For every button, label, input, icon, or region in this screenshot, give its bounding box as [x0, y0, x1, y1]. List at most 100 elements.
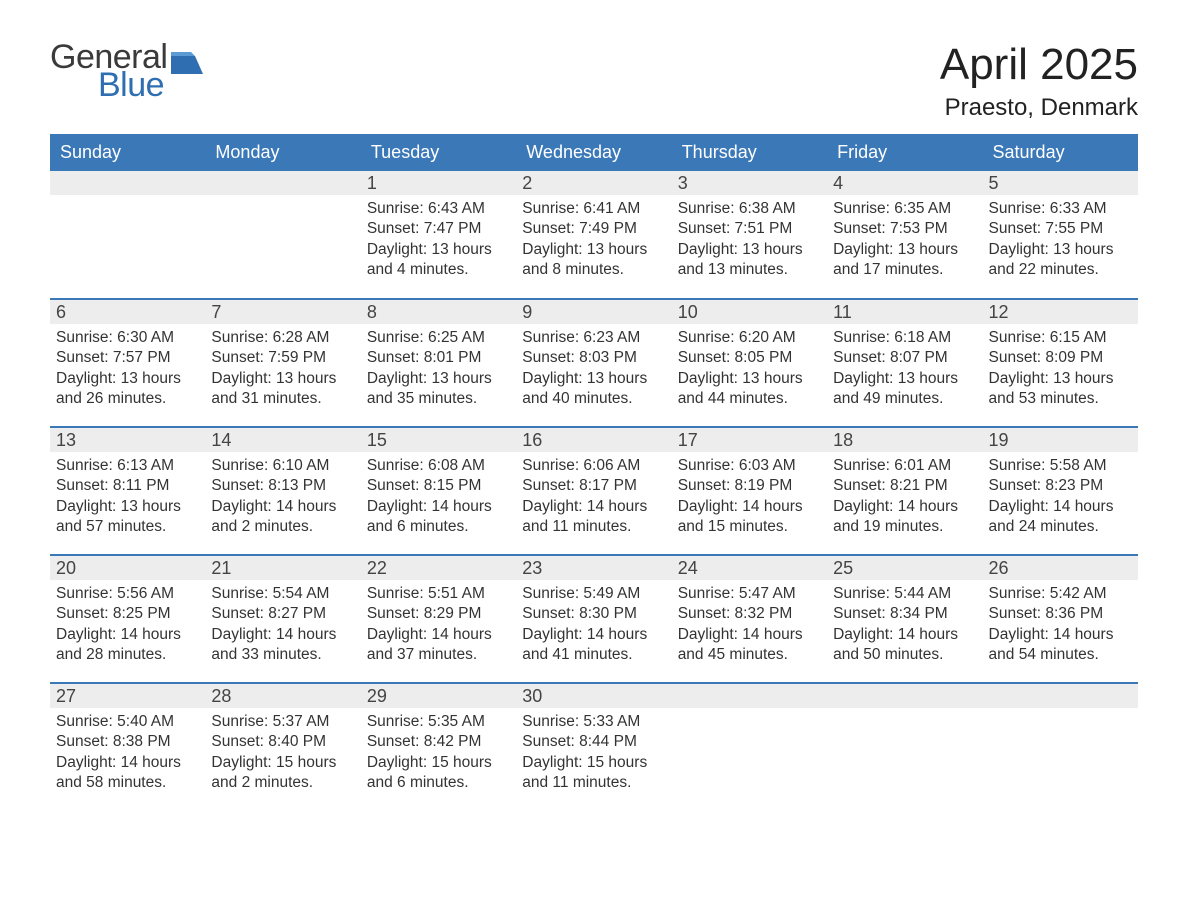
- day-details: Sunrise: 6:28 AMSunset: 7:59 PMDaylight:…: [205, 324, 360, 418]
- sunset-line: Sunset: 8:36 PM: [989, 604, 1132, 624]
- sunset-line: Sunset: 8:17 PM: [522, 476, 665, 496]
- day-details: Sunrise: 6:25 AMSunset: 8:01 PMDaylight:…: [361, 324, 516, 418]
- day-number: 19: [983, 428, 1138, 452]
- day-number: 17: [672, 428, 827, 452]
- day-number: 14: [205, 428, 360, 452]
- calendar-day-cell: 1Sunrise: 6:43 AMSunset: 7:47 PMDaylight…: [361, 171, 516, 299]
- sunset-line: Sunset: 7:55 PM: [989, 219, 1132, 239]
- day-details: Sunrise: 6:35 AMSunset: 7:53 PMDaylight:…: [827, 195, 982, 289]
- day-details: Sunrise: 5:40 AMSunset: 8:38 PMDaylight:…: [50, 708, 205, 802]
- day-number: 16: [516, 428, 671, 452]
- calendar-day-cell: 8Sunrise: 6:25 AMSunset: 8:01 PMDaylight…: [361, 299, 516, 427]
- calendar-day-cell: 11Sunrise: 6:18 AMSunset: 8:07 PMDayligh…: [827, 299, 982, 427]
- sunrise-line: Sunrise: 6:30 AM: [56, 328, 199, 348]
- calendar-week-row: 1Sunrise: 6:43 AMSunset: 7:47 PMDaylight…: [50, 171, 1138, 299]
- sunrise-line: Sunrise: 6:23 AM: [522, 328, 665, 348]
- calendar-day-cell: 19Sunrise: 5:58 AMSunset: 8:23 PMDayligh…: [983, 427, 1138, 555]
- sunrise-line: Sunrise: 6:35 AM: [833, 199, 976, 219]
- sunset-line: Sunset: 8:42 PM: [367, 732, 510, 752]
- sunrise-line: Sunrise: 6:18 AM: [833, 328, 976, 348]
- day-header: Tuesday: [361, 134, 516, 171]
- calendar-day-cell: [983, 683, 1138, 811]
- sunset-line: Sunset: 7:51 PM: [678, 219, 821, 239]
- calendar-day-cell: 6Sunrise: 6:30 AMSunset: 7:57 PMDaylight…: [50, 299, 205, 427]
- daylight-line: Daylight: 14 hours and 19 minutes.: [833, 497, 976, 538]
- day-number: 5: [983, 171, 1138, 195]
- day-number: 4: [827, 171, 982, 195]
- sunrise-line: Sunrise: 6:33 AM: [989, 199, 1132, 219]
- day-number: 9: [516, 300, 671, 324]
- day-number: 2: [516, 171, 671, 195]
- day-details: Sunrise: 6:41 AMSunset: 7:49 PMDaylight:…: [516, 195, 671, 289]
- calendar-day-cell: 4Sunrise: 6:35 AMSunset: 7:53 PMDaylight…: [827, 171, 982, 299]
- day-number: 13: [50, 428, 205, 452]
- sunset-line: Sunset: 7:59 PM: [211, 348, 354, 368]
- sunset-line: Sunset: 7:49 PM: [522, 219, 665, 239]
- day-number: 28: [205, 684, 360, 708]
- day-details: Sunrise: 5:51 AMSunset: 8:29 PMDaylight:…: [361, 580, 516, 674]
- day-header-row: Sunday Monday Tuesday Wednesday Thursday…: [50, 134, 1138, 171]
- sunset-line: Sunset: 8:13 PM: [211, 476, 354, 496]
- day-number: 3: [672, 171, 827, 195]
- calendar-day-cell: 3Sunrise: 6:38 AMSunset: 7:51 PMDaylight…: [672, 171, 827, 299]
- daylight-line: Daylight: 13 hours and 53 minutes.: [989, 369, 1132, 410]
- sunrise-line: Sunrise: 6:25 AM: [367, 328, 510, 348]
- daylight-line: Daylight: 14 hours and 54 minutes.: [989, 625, 1132, 666]
- calendar-week-row: 6Sunrise: 6:30 AMSunset: 7:57 PMDaylight…: [50, 299, 1138, 427]
- calendar-day-cell: 15Sunrise: 6:08 AMSunset: 8:15 PMDayligh…: [361, 427, 516, 555]
- day-details: Sunrise: 5:47 AMSunset: 8:32 PMDaylight:…: [672, 580, 827, 674]
- day-number: 25: [827, 556, 982, 580]
- page-header: General Blue April 2025 Praesto, Denmark: [50, 40, 1138, 122]
- calendar-week-row: 13Sunrise: 6:13 AMSunset: 8:11 PMDayligh…: [50, 427, 1138, 555]
- sunrise-line: Sunrise: 5:47 AM: [678, 584, 821, 604]
- sunset-line: Sunset: 8:01 PM: [367, 348, 510, 368]
- day-number: [205, 171, 360, 195]
- day-header: Sunday: [50, 134, 205, 171]
- calendar-day-cell: 18Sunrise: 6:01 AMSunset: 8:21 PMDayligh…: [827, 427, 982, 555]
- sunset-line: Sunset: 8:15 PM: [367, 476, 510, 496]
- day-details: Sunrise: 6:23 AMSunset: 8:03 PMDaylight:…: [516, 324, 671, 418]
- daylight-line: Daylight: 13 hours and 17 minutes.: [833, 240, 976, 281]
- day-number: 7: [205, 300, 360, 324]
- sunrise-line: Sunrise: 6:41 AM: [522, 199, 665, 219]
- calendar-day-cell: 26Sunrise: 5:42 AMSunset: 8:36 PMDayligh…: [983, 555, 1138, 683]
- calendar-day-cell: 5Sunrise: 6:33 AMSunset: 7:55 PMDaylight…: [983, 171, 1138, 299]
- day-header: Saturday: [983, 134, 1138, 171]
- sunrise-line: Sunrise: 6:20 AM: [678, 328, 821, 348]
- sunrise-line: Sunrise: 5:51 AM: [367, 584, 510, 604]
- sunset-line: Sunset: 8:40 PM: [211, 732, 354, 752]
- sunrise-line: Sunrise: 6:06 AM: [522, 456, 665, 476]
- day-details: Sunrise: 5:58 AMSunset: 8:23 PMDaylight:…: [983, 452, 1138, 546]
- calendar-day-cell: 23Sunrise: 5:49 AMSunset: 8:30 PMDayligh…: [516, 555, 671, 683]
- sunset-line: Sunset: 7:53 PM: [833, 219, 976, 239]
- daylight-line: Daylight: 14 hours and 6 minutes.: [367, 497, 510, 538]
- sunset-line: Sunset: 8:03 PM: [522, 348, 665, 368]
- day-details: Sunrise: 6:30 AMSunset: 7:57 PMDaylight:…: [50, 324, 205, 418]
- sunrise-line: Sunrise: 6:08 AM: [367, 456, 510, 476]
- day-number: 24: [672, 556, 827, 580]
- sunrise-line: Sunrise: 6:13 AM: [56, 456, 199, 476]
- day-number: 1: [361, 171, 516, 195]
- day-number: 30: [516, 684, 671, 708]
- day-details: Sunrise: 5:44 AMSunset: 8:34 PMDaylight:…: [827, 580, 982, 674]
- calendar-day-cell: 16Sunrise: 6:06 AMSunset: 8:17 PMDayligh…: [516, 427, 671, 555]
- day-number: [50, 171, 205, 195]
- sunrise-line: Sunrise: 6:43 AM: [367, 199, 510, 219]
- sunrise-line: Sunrise: 6:28 AM: [211, 328, 354, 348]
- day-details: Sunrise: 6:08 AMSunset: 8:15 PMDaylight:…: [361, 452, 516, 546]
- day-number: [983, 684, 1138, 708]
- day-details: Sunrise: 5:33 AMSunset: 8:44 PMDaylight:…: [516, 708, 671, 802]
- calendar-day-cell: 17Sunrise: 6:03 AMSunset: 8:19 PMDayligh…: [672, 427, 827, 555]
- calendar-day-cell: 21Sunrise: 5:54 AMSunset: 8:27 PMDayligh…: [205, 555, 360, 683]
- sunrise-line: Sunrise: 5:42 AM: [989, 584, 1132, 604]
- calendar-day-cell: 28Sunrise: 5:37 AMSunset: 8:40 PMDayligh…: [205, 683, 360, 811]
- sunset-line: Sunset: 7:57 PM: [56, 348, 199, 368]
- day-number: 8: [361, 300, 516, 324]
- brand-word-2: Blue: [98, 68, 203, 102]
- day-number: 20: [50, 556, 205, 580]
- calendar-day-cell: [205, 171, 360, 299]
- day-number: 29: [361, 684, 516, 708]
- daylight-line: Daylight: 14 hours and 28 minutes.: [56, 625, 199, 666]
- day-details: Sunrise: 5:42 AMSunset: 8:36 PMDaylight:…: [983, 580, 1138, 674]
- brand-logo: General Blue: [50, 40, 203, 102]
